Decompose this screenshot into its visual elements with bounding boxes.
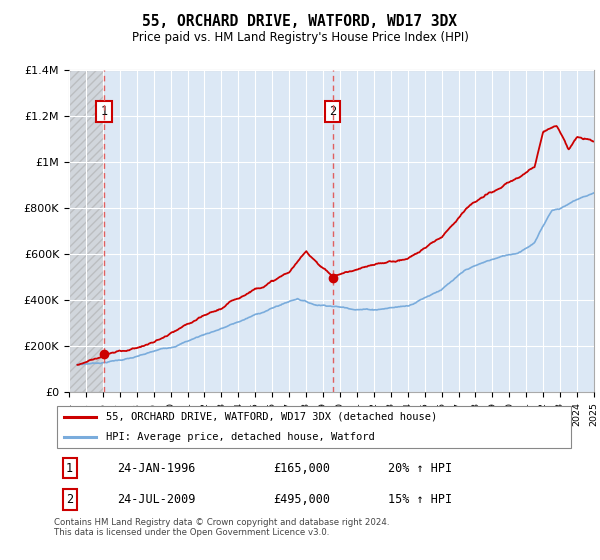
- Text: £495,000: £495,000: [273, 493, 330, 506]
- Text: 55, ORCHARD DRIVE, WATFORD, WD17 3DX (detached house): 55, ORCHARD DRIVE, WATFORD, WD17 3DX (de…: [106, 412, 437, 422]
- Text: Contains HM Land Registry data © Crown copyright and database right 2024.
This d: Contains HM Land Registry data © Crown c…: [54, 518, 389, 538]
- Text: 24-JUL-2009: 24-JUL-2009: [116, 493, 195, 506]
- Text: 15% ↑ HPI: 15% ↑ HPI: [388, 493, 452, 506]
- Text: 2: 2: [329, 105, 336, 118]
- FancyBboxPatch shape: [56, 405, 571, 449]
- Text: 24-JAN-1996: 24-JAN-1996: [116, 462, 195, 475]
- Text: 1: 1: [66, 462, 73, 475]
- Bar: [69, 70, 104, 392]
- Text: 2: 2: [66, 493, 73, 506]
- Text: 55, ORCHARD DRIVE, WATFORD, WD17 3DX: 55, ORCHARD DRIVE, WATFORD, WD17 3DX: [143, 14, 458, 29]
- Text: 20% ↑ HPI: 20% ↑ HPI: [388, 462, 452, 475]
- Text: Price paid vs. HM Land Registry's House Price Index (HPI): Price paid vs. HM Land Registry's House …: [131, 31, 469, 44]
- Text: £165,000: £165,000: [273, 462, 330, 475]
- Text: HPI: Average price, detached house, Watford: HPI: Average price, detached house, Watf…: [106, 432, 375, 442]
- Text: 1: 1: [100, 105, 107, 118]
